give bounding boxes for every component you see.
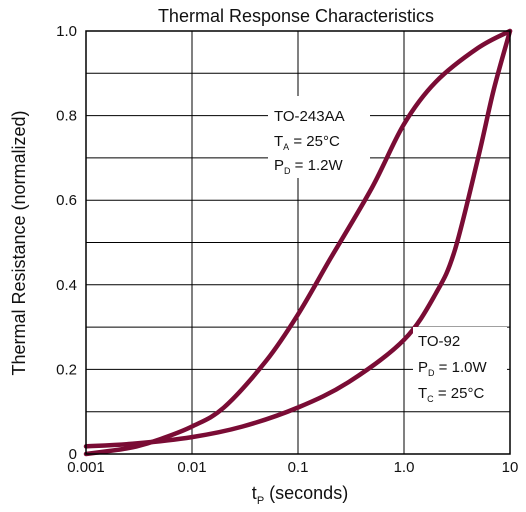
x-axis-label-main: t (252, 483, 257, 503)
annotation-to92: TO-92 PD = 1.0W TC = 25°C (413, 327, 507, 409)
x-tick-label-0: 0.001 (67, 459, 105, 476)
annotation-to243aa: TO-243AA TA = 25°C PD = 1.2W (268, 96, 370, 178)
x-tick-label-4: 10 (502, 459, 519, 476)
y-tick-label-1: 0.2 (56, 361, 77, 378)
annotation-to243aa-line-2: TA = 25°C (274, 133, 340, 152)
x-tick-label-2: 0.1 (288, 459, 309, 476)
y-tick-label-0: 0 (69, 446, 77, 463)
annotation-to92-background (413, 327, 507, 409)
x-axis-label-sub: P (257, 495, 264, 507)
x-axis-label-rest: (seconds) (264, 483, 348, 503)
annotation-to243aa-background (268, 96, 370, 178)
y-tick-label-3: 0.6 (56, 192, 77, 209)
x-tick-label-1: 0.01 (177, 459, 206, 476)
plot-frame (85, 30, 511, 455)
y-tick-label-2: 0.4 (56, 277, 77, 294)
annotation-to243aa-line-1: TO-243AA (274, 108, 345, 125)
annotation-to92-line-1: TO-92 (418, 333, 460, 350)
x-tick-label-3: 1.0 (394, 459, 415, 476)
annotation-to243aa-line-3: PD = 1.2W (274, 157, 343, 176)
series-line-to92 (83, 28, 513, 449)
chart-title: Thermal Response Characteristics (158, 6, 434, 26)
y-axis-label: Thermal Resistance (normalized) (9, 110, 29, 375)
tick-labels: 0.001 0.01 0.1 1.0 10 0 0.2 0.4 0.6 0.8 1.0 (56, 23, 518, 476)
x-axis-label: tP (seconds) (252, 483, 348, 507)
series-line-to243aa (83, 28, 513, 457)
y-tick-label-5: 1.0 (56, 23, 77, 40)
y-tick-label-4: 0.8 (56, 108, 77, 125)
annotation-to92-line-2: PD = 1.0W (418, 359, 487, 378)
annotation-to92-line-3: TC = 25°C (418, 385, 484, 404)
series-lines (83, 28, 513, 457)
